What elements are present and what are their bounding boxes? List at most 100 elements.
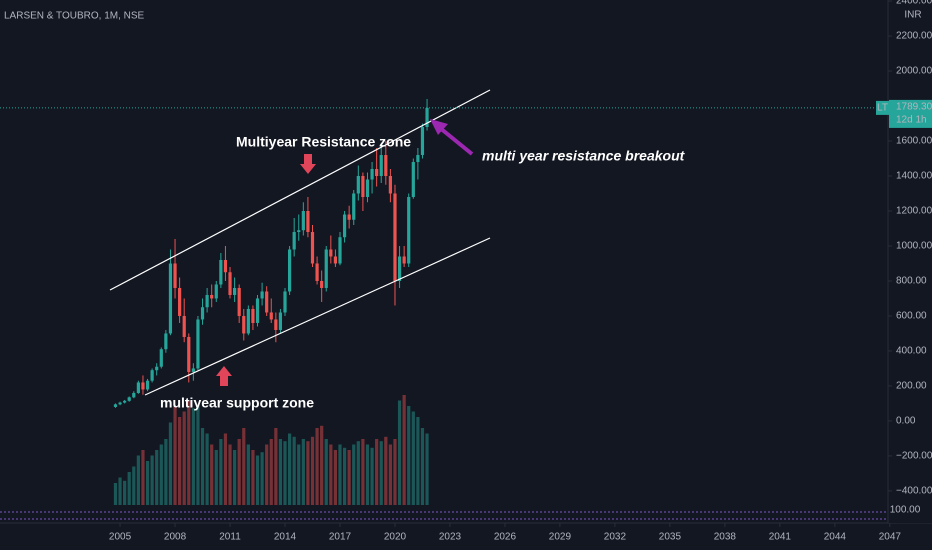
annotation: Multiyear Resistance zone xyxy=(236,134,411,150)
candle-body xyxy=(173,263,177,288)
candle-body xyxy=(159,349,163,367)
candle-body xyxy=(214,284,218,299)
x-tick-label: 2005 xyxy=(109,532,132,543)
volume-bar xyxy=(237,439,241,505)
candle-body xyxy=(255,298,260,323)
candle-body xyxy=(407,197,411,264)
candle-body xyxy=(379,155,383,177)
volume-bar xyxy=(393,439,397,505)
candle-body xyxy=(338,237,342,264)
volume-bar xyxy=(342,447,347,505)
candle-body xyxy=(292,231,296,250)
candle-body xyxy=(283,291,287,313)
candle-body xyxy=(205,294,209,308)
price-axis: 2400.00 2200.00 2000.00 1600.00 1400.00 1200.… xyxy=(888,0,932,497)
up-arrow xyxy=(216,366,232,386)
candle-body xyxy=(370,169,374,180)
volume-bar xyxy=(283,441,287,505)
y-tick-label: 600.00 xyxy=(896,311,927,322)
volume-bar xyxy=(310,436,315,505)
candle-body xyxy=(155,366,159,371)
volume-bar xyxy=(113,483,118,505)
price-badge xyxy=(889,99,932,128)
x-tick-label: 2023 xyxy=(439,532,462,543)
candle-body xyxy=(356,176,360,194)
volume-bar xyxy=(260,452,264,505)
time-axis: 2005 2008 2011 2014 2017 2020 2023 2026 2029 2032… xyxy=(109,523,901,543)
candle-body xyxy=(118,402,122,405)
volume-bar xyxy=(219,439,223,505)
volume-bar xyxy=(315,428,319,505)
currency: INR xyxy=(904,10,921,21)
candle-body xyxy=(196,319,200,369)
volume-bar xyxy=(200,428,205,505)
candle-body xyxy=(246,308,250,334)
candle-body xyxy=(113,404,118,407)
candle-body xyxy=(365,179,370,198)
candle-body xyxy=(219,259,223,285)
volume-bar xyxy=(168,422,173,505)
x-tick-label: 2020 xyxy=(384,532,407,543)
volume-bar xyxy=(214,450,218,505)
volume-bar xyxy=(269,439,273,505)
candle-body xyxy=(191,368,195,372)
candle-body xyxy=(237,287,241,316)
volume-bar xyxy=(365,444,370,505)
y-tick-label: 1400.00 xyxy=(896,171,932,182)
volume-bar xyxy=(324,439,328,505)
candle-body xyxy=(145,380,150,390)
candle-body xyxy=(320,280,324,288)
candle-body xyxy=(324,249,328,288)
candle-body xyxy=(411,162,415,198)
volume-bar xyxy=(379,441,383,505)
candle-body xyxy=(233,287,237,295)
volume-bar xyxy=(173,406,177,505)
candle-body xyxy=(388,176,392,194)
candle-body xyxy=(265,291,269,313)
volume-bar xyxy=(159,444,163,505)
candle-body xyxy=(342,214,347,238)
x-tick-label: 2041 xyxy=(769,532,792,543)
y-tick-label: 1200.00 xyxy=(896,206,932,217)
candle-body xyxy=(178,287,182,316)
candle-body xyxy=(425,107,429,128)
volume-bar xyxy=(384,436,388,505)
volume-bar xyxy=(164,439,168,505)
volume-bar xyxy=(265,444,269,505)
volume-bar xyxy=(333,450,338,505)
volume-bar xyxy=(306,441,310,505)
volume-bar xyxy=(370,447,374,505)
candle-body xyxy=(384,155,388,177)
volume-bar xyxy=(150,455,154,505)
y-tick-label: 0.00 xyxy=(896,416,916,427)
volume-bar xyxy=(246,444,250,505)
volume-bar xyxy=(274,428,278,505)
candle-body xyxy=(375,169,379,177)
volume-bar xyxy=(251,450,255,505)
candle-body xyxy=(141,382,145,390)
volume-bar xyxy=(191,408,195,505)
volume-bar xyxy=(420,428,425,505)
volume-bar xyxy=(155,450,159,505)
volume-bar xyxy=(123,480,127,505)
volume-bar xyxy=(145,461,150,505)
countdown: 12d 1h xyxy=(896,115,927,126)
candle-body xyxy=(420,127,425,156)
volume-bar xyxy=(356,441,360,505)
volume-bar xyxy=(388,444,392,505)
volume-bar xyxy=(297,444,301,505)
candle-body xyxy=(278,312,283,330)
candle-body xyxy=(329,249,333,257)
x-tick-label: 2047 xyxy=(879,532,902,543)
candle-body xyxy=(228,272,232,295)
breakout-arrow xyxy=(438,126,474,156)
x-tick-label: 2011 xyxy=(219,532,241,543)
volume-bar xyxy=(407,406,411,505)
x-tick-label: 2008 xyxy=(164,532,187,543)
candle-body xyxy=(310,231,315,264)
x-tick-label: 2035 xyxy=(659,532,682,543)
volume-bar xyxy=(118,477,122,505)
y-tick-label: 2000.00 xyxy=(896,66,932,77)
y-tick-label: 1600.00 xyxy=(896,136,932,147)
